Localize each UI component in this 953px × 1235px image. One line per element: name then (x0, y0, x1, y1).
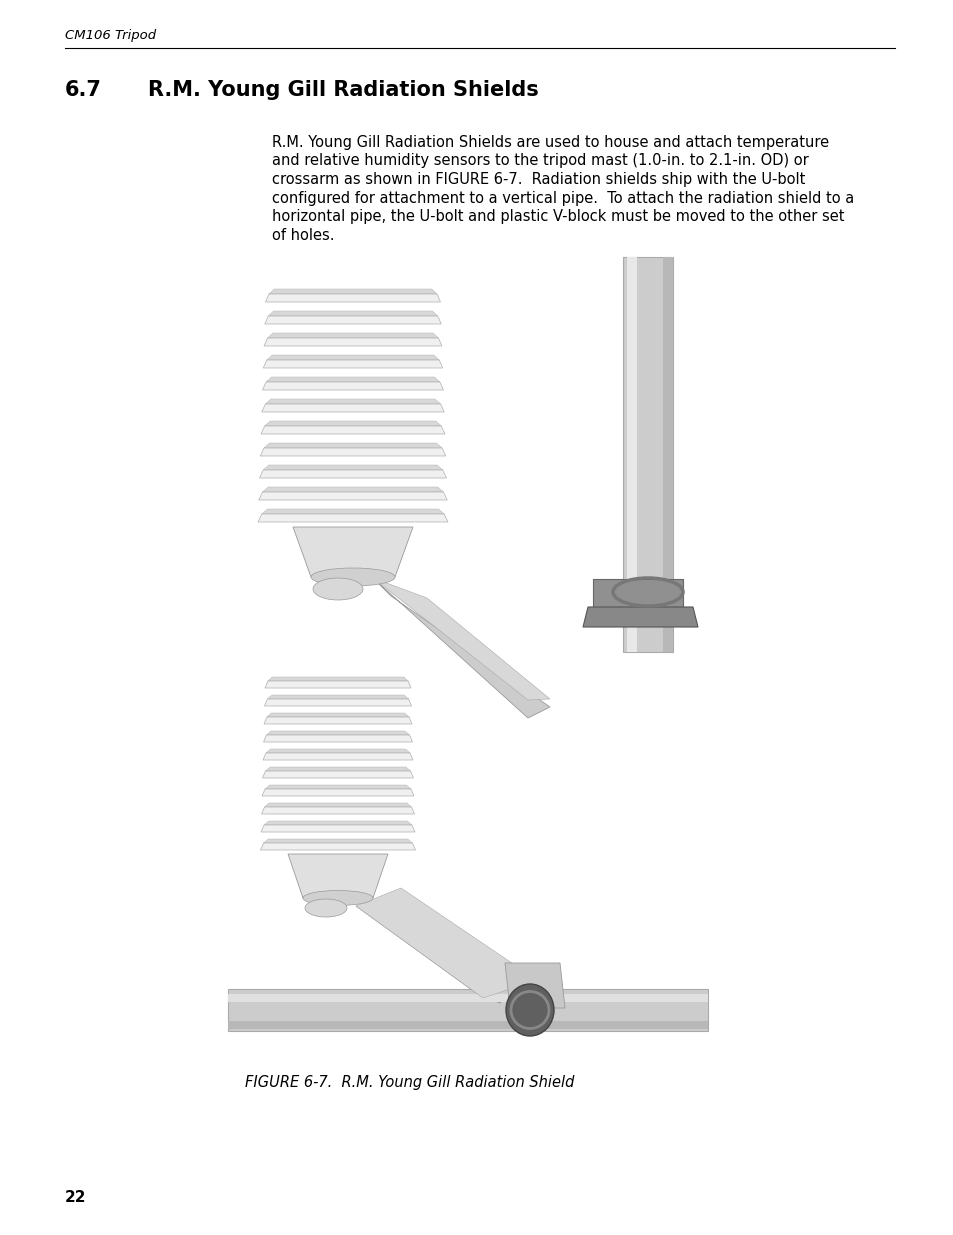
Polygon shape (264, 699, 411, 706)
Text: horizontal pipe, the U-bolt and plastic V-block must be moved to the other set: horizontal pipe, the U-bolt and plastic … (272, 209, 843, 224)
Polygon shape (257, 514, 448, 522)
Polygon shape (263, 839, 412, 844)
Polygon shape (264, 443, 441, 448)
Polygon shape (269, 289, 436, 294)
Polygon shape (267, 333, 438, 338)
Polygon shape (582, 606, 698, 627)
Polygon shape (266, 748, 410, 753)
Polygon shape (293, 527, 413, 577)
Polygon shape (266, 377, 439, 382)
Polygon shape (267, 354, 438, 359)
Text: crossarm as shown in FIGURE 6-7.  Radiation shields ship with the U-bolt: crossarm as shown in FIGURE 6-7. Radiati… (272, 172, 804, 186)
Bar (228, 994, 707, 1002)
Ellipse shape (305, 899, 347, 918)
Polygon shape (265, 399, 440, 404)
Bar (622, 257, 672, 652)
Text: FIGURE 6-7.  R.M. Young Gill Radiation Shield: FIGURE 6-7. R.M. Young Gill Radiation Sh… (245, 1074, 574, 1091)
Bar (228, 989, 707, 1031)
Polygon shape (261, 825, 415, 832)
Polygon shape (264, 421, 441, 426)
Polygon shape (267, 713, 409, 718)
Polygon shape (373, 578, 550, 700)
Text: R.M. Young Gill Radiation Shields: R.M. Young Gill Radiation Shields (148, 80, 538, 100)
Polygon shape (261, 806, 414, 814)
Polygon shape (263, 753, 413, 760)
Polygon shape (593, 579, 682, 609)
Polygon shape (265, 767, 410, 771)
Polygon shape (264, 718, 412, 724)
Polygon shape (258, 492, 447, 500)
Polygon shape (265, 785, 411, 789)
Text: and relative humidity sensors to the tripod mast (1.0-in. to 2.1-in. OD) or: and relative humidity sensors to the tri… (272, 153, 808, 168)
Text: 22: 22 (65, 1191, 87, 1205)
Text: of holes.: of holes. (272, 227, 335, 242)
Polygon shape (260, 844, 416, 850)
Polygon shape (355, 888, 537, 998)
Polygon shape (262, 771, 413, 778)
Polygon shape (268, 311, 437, 316)
Text: CM106 Tripod: CM106 Tripod (65, 28, 156, 42)
Polygon shape (288, 853, 388, 898)
Bar (228, 1021, 707, 1029)
Polygon shape (262, 487, 443, 492)
Polygon shape (265, 316, 441, 324)
Polygon shape (355, 906, 500, 1003)
Polygon shape (268, 677, 408, 680)
Ellipse shape (505, 984, 554, 1036)
Polygon shape (261, 509, 444, 514)
Polygon shape (264, 338, 441, 346)
Polygon shape (259, 471, 446, 478)
Text: 6.7: 6.7 (65, 80, 102, 100)
Polygon shape (373, 578, 550, 718)
Polygon shape (263, 359, 442, 368)
Text: R.M. Young Gill Radiation Shields are used to house and attach temperature: R.M. Young Gill Radiation Shields are us… (272, 135, 828, 149)
Polygon shape (261, 426, 444, 433)
Polygon shape (264, 803, 411, 806)
Polygon shape (260, 448, 445, 456)
Text: configured for attachment to a vertical pipe.  To attach the radiation shield to: configured for attachment to a vertical … (272, 190, 853, 205)
Polygon shape (267, 695, 408, 699)
Polygon shape (264, 821, 412, 825)
Polygon shape (265, 294, 440, 303)
Polygon shape (265, 680, 411, 688)
Bar (662, 257, 672, 652)
Ellipse shape (311, 568, 395, 585)
Ellipse shape (303, 890, 373, 905)
Ellipse shape (313, 578, 363, 600)
Polygon shape (263, 735, 412, 742)
Polygon shape (262, 789, 414, 797)
Polygon shape (263, 466, 442, 471)
Polygon shape (266, 731, 409, 735)
Polygon shape (262, 382, 443, 390)
Polygon shape (504, 963, 564, 1008)
Bar (626, 257, 637, 652)
Polygon shape (261, 404, 444, 412)
